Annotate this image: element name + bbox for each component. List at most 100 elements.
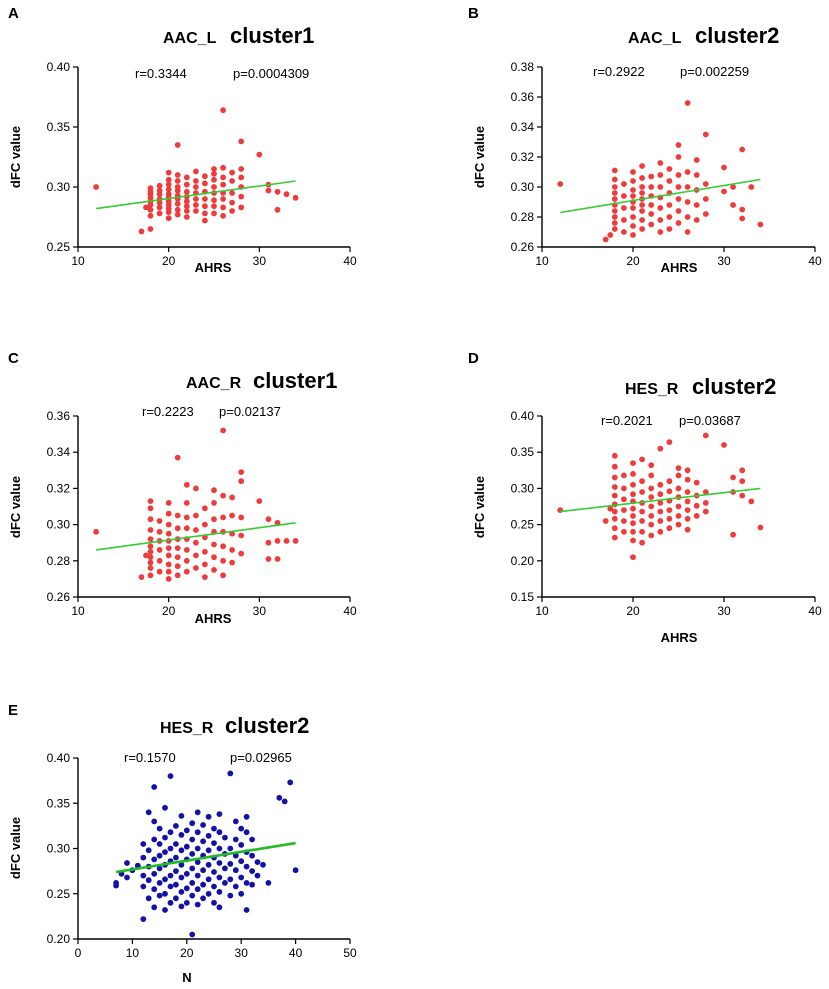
panel-c-data-point bbox=[165, 568, 172, 575]
panel-e-data-point bbox=[254, 872, 261, 879]
panel-e-data-point bbox=[222, 880, 228, 886]
panel-e-y-tick-label: 0.20 bbox=[47, 932, 71, 946]
panel-a-data-point bbox=[229, 208, 236, 214]
panel-a-data-point bbox=[274, 206, 281, 213]
panel-e-y-tick-label: 0.40 bbox=[47, 751, 71, 765]
panel-a-data-point bbox=[265, 187, 272, 194]
panel-b-data-point bbox=[648, 211, 655, 217]
panel-d-data-point bbox=[611, 452, 618, 459]
panel-d-y-tick-label: 0.15 bbox=[511, 590, 535, 604]
panel-a-data-point bbox=[174, 206, 181, 213]
panel-e-data-point bbox=[173, 881, 179, 888]
panel-b-title-variable: AAC_L bbox=[628, 30, 682, 47]
panel-e-data-point bbox=[238, 825, 245, 832]
panel-c-data-point bbox=[165, 561, 172, 568]
panel-e-data-point bbox=[216, 811, 223, 817]
panel-b-data-point bbox=[739, 206, 746, 213]
panel-c-data-point bbox=[93, 528, 99, 535]
panel-d-data-point bbox=[611, 484, 618, 490]
panel-d-data-point bbox=[666, 507, 673, 513]
panel-d-data-point bbox=[657, 518, 664, 524]
panel-b-data-point bbox=[611, 208, 618, 214]
panel-b-data-point bbox=[611, 196, 618, 202]
panel-c-data-point bbox=[193, 485, 199, 492]
panel-e-data-point bbox=[249, 836, 256, 843]
panel-d-x-tick-label: 10 bbox=[535, 604, 549, 618]
panel-d-data-point bbox=[630, 481, 636, 488]
panel-a-data-point bbox=[283, 191, 290, 198]
panel-b-data-point bbox=[648, 202, 655, 208]
panel-b-data-point bbox=[639, 217, 645, 223]
panel-e-data-point bbox=[216, 904, 223, 911]
panel-e-data-point bbox=[276, 794, 283, 801]
panel-b-data-point bbox=[666, 214, 673, 220]
panel-b-data-point bbox=[693, 202, 700, 208]
panel-a-data-point bbox=[202, 217, 208, 224]
panel-b-data-point bbox=[630, 223, 636, 229]
panel-d-r-value: r=0.2021 bbox=[601, 413, 653, 428]
panel-e-x-tick-label: 40 bbox=[289, 946, 303, 960]
panel-d-data-point bbox=[730, 474, 736, 481]
panel-d-data-point bbox=[657, 481, 664, 488]
panel-c-data-point bbox=[211, 541, 217, 548]
panel-a-data-point bbox=[183, 208, 190, 214]
panel-e-data-point bbox=[227, 892, 234, 899]
panel-b-data-point bbox=[639, 202, 645, 208]
panel-b-data-point bbox=[611, 190, 618, 196]
panel-a-data-point bbox=[256, 151, 263, 158]
panel-letter-c: C bbox=[8, 350, 19, 367]
panel-d-data-point bbox=[739, 478, 746, 485]
panel-d-data-point bbox=[639, 528, 645, 535]
panel-b-y-tick-label: 0.28 bbox=[511, 210, 535, 224]
panel-e-data-point bbox=[183, 843, 190, 850]
panel-d-data-point bbox=[684, 526, 691, 533]
panel-e-data-point bbox=[249, 868, 256, 874]
panel-d-data-point bbox=[657, 445, 664, 452]
panel-a-data-point bbox=[93, 184, 99, 190]
panel-e-p-value: p=0.02965 bbox=[230, 750, 292, 765]
panel-c-regression-line bbox=[96, 521, 296, 551]
panel-c-data-point bbox=[229, 512, 236, 519]
panel-b-data-point bbox=[607, 232, 614, 238]
panel-c-y-tick-label: 0.28 bbox=[47, 554, 71, 568]
panel-b-data-point bbox=[693, 157, 700, 163]
panel-c-data-point bbox=[183, 557, 190, 564]
panel-d-title-cluster: cluster2 bbox=[692, 374, 776, 399]
panel-a-data-point bbox=[174, 211, 181, 218]
panel-d-data-point bbox=[666, 515, 673, 522]
panel-b-data-point bbox=[730, 184, 736, 190]
panel-c-data-point bbox=[174, 572, 181, 579]
panel-e-data-point bbox=[249, 852, 256, 859]
panel-d-data-point bbox=[639, 456, 645, 463]
panel-d-data-point bbox=[630, 537, 636, 544]
panel-e-data-point bbox=[156, 880, 163, 886]
panel-d-data-point bbox=[684, 507, 691, 513]
panel-e-data-point bbox=[156, 892, 163, 899]
panel-a-data-point bbox=[183, 181, 190, 188]
panel-c-title-cluster: cluster1 bbox=[253, 368, 337, 393]
panel-b: B AAC_L cluster2 r=0.2922 p=0.002259 dFC… bbox=[468, 5, 822, 275]
panel-c-y-tick-label: 0.36 bbox=[47, 409, 71, 423]
panel-e-data-point bbox=[194, 886, 201, 893]
panel-e-data-point bbox=[249, 881, 256, 888]
panel-d-data-point bbox=[630, 460, 636, 466]
panel-e-data-point bbox=[238, 842, 245, 848]
panel-a-data-point bbox=[165, 191, 172, 198]
panel-b-y-axis-label: dFC value bbox=[472, 126, 487, 188]
panel-b-data-point bbox=[630, 178, 636, 184]
panel-e-data-point bbox=[162, 907, 168, 913]
panel-a-data-point bbox=[183, 203, 190, 210]
panel-e-data-point bbox=[243, 813, 250, 820]
panel-d-data-point bbox=[630, 491, 636, 498]
panel-c-data-point bbox=[274, 538, 281, 544]
panel-e-title-cluster: cluster2 bbox=[225, 713, 309, 738]
panel-d-data-point bbox=[611, 492, 618, 499]
panel-e-data-point bbox=[227, 845, 234, 852]
panel-c: C AAC_R cluster1 r=0.2223 p=0.02137 dFC … bbox=[8, 350, 357, 626]
panel-a-x-tick-label: 30 bbox=[253, 254, 267, 268]
panel-c-data-point bbox=[193, 527, 199, 533]
panel-c-data-point bbox=[193, 552, 199, 559]
panel-c-data-point bbox=[193, 539, 199, 546]
panel-b-data-point bbox=[611, 226, 618, 232]
